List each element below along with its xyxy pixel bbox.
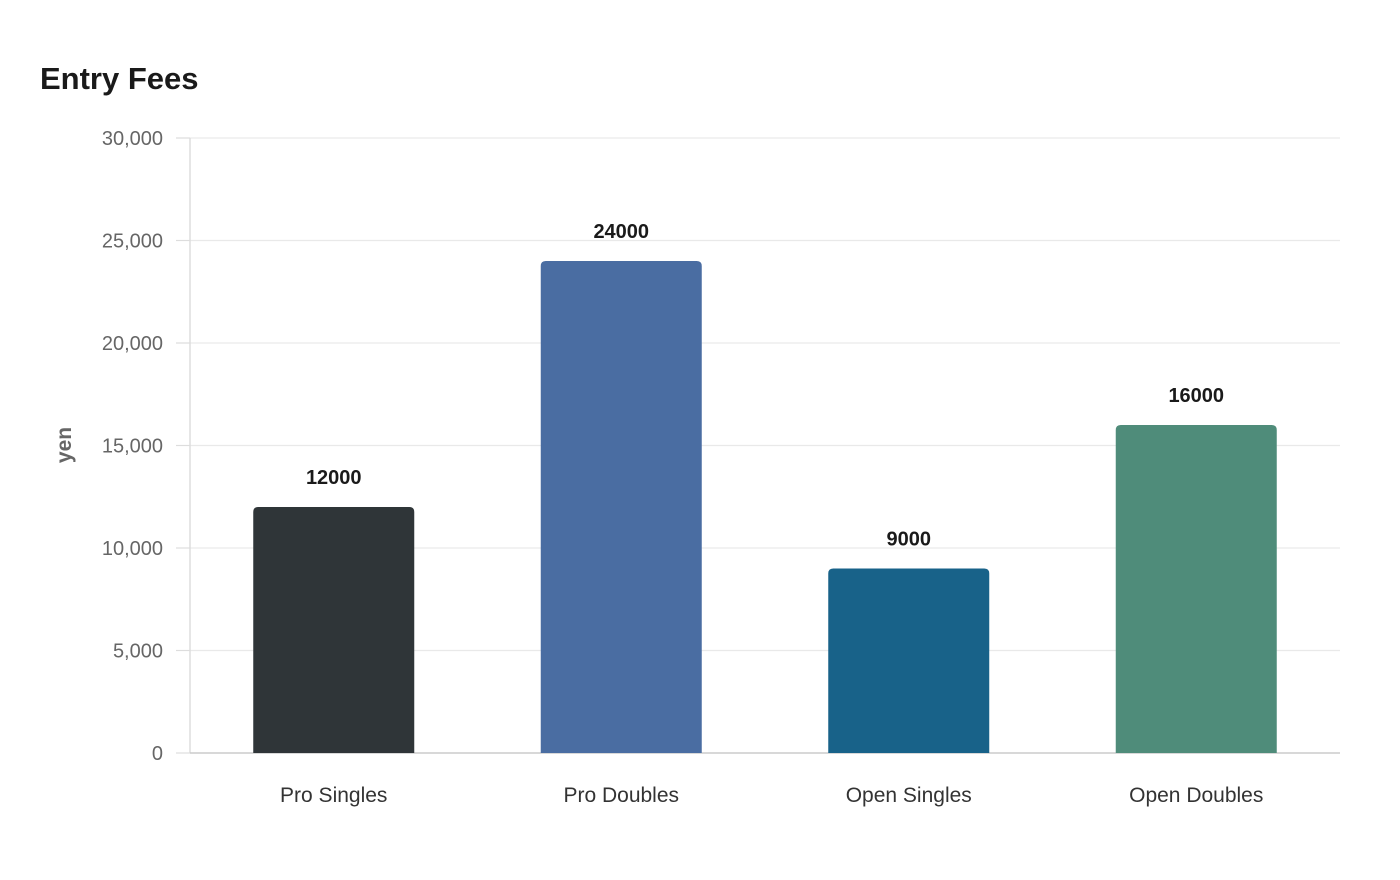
value-label: 16000 bbox=[1168, 385, 1224, 407]
y-tick-label: 20,000 bbox=[102, 333, 163, 355]
bar-pro-singles bbox=[253, 507, 415, 753]
category-labels: Pro Singles Pro Doubles Open Singles Open D… bbox=[280, 784, 1263, 807]
y-tick-label: 10,000 bbox=[102, 538, 163, 560]
y-axis-title: yen bbox=[53, 427, 76, 463]
bar-open-doubles bbox=[1115, 425, 1277, 753]
y-tick-label: 30,000 bbox=[102, 128, 163, 150]
x-tick-label: Pro Doubles bbox=[563, 784, 679, 807]
chart-title: Entry Fees bbox=[40, 61, 199, 96]
bar-pro-doubles bbox=[540, 261, 702, 753]
x-tick-label: Pro Singles bbox=[280, 784, 387, 807]
y-tick-label: 0 bbox=[152, 743, 163, 765]
value-label: 12000 bbox=[306, 467, 362, 489]
bar-open-singles bbox=[828, 568, 990, 753]
x-tick-label: Open Doubles bbox=[1129, 784, 1263, 807]
y-tick-label: 25,000 bbox=[102, 231, 163, 253]
y-tick-labels: 0 5,000 10,000 15,000 20,000 25,000 30,000 bbox=[102, 128, 163, 765]
y-tick-label: 5,000 bbox=[113, 641, 163, 663]
value-label: 24000 bbox=[593, 221, 649, 243]
value-label: 9000 bbox=[887, 529, 932, 551]
bars bbox=[253, 261, 1277, 753]
x-tick-label: Open Singles bbox=[846, 784, 972, 807]
value-labels: 12000 24000 9000 16000 bbox=[306, 221, 1224, 551]
y-tick-label: 15,000 bbox=[102, 436, 163, 458]
